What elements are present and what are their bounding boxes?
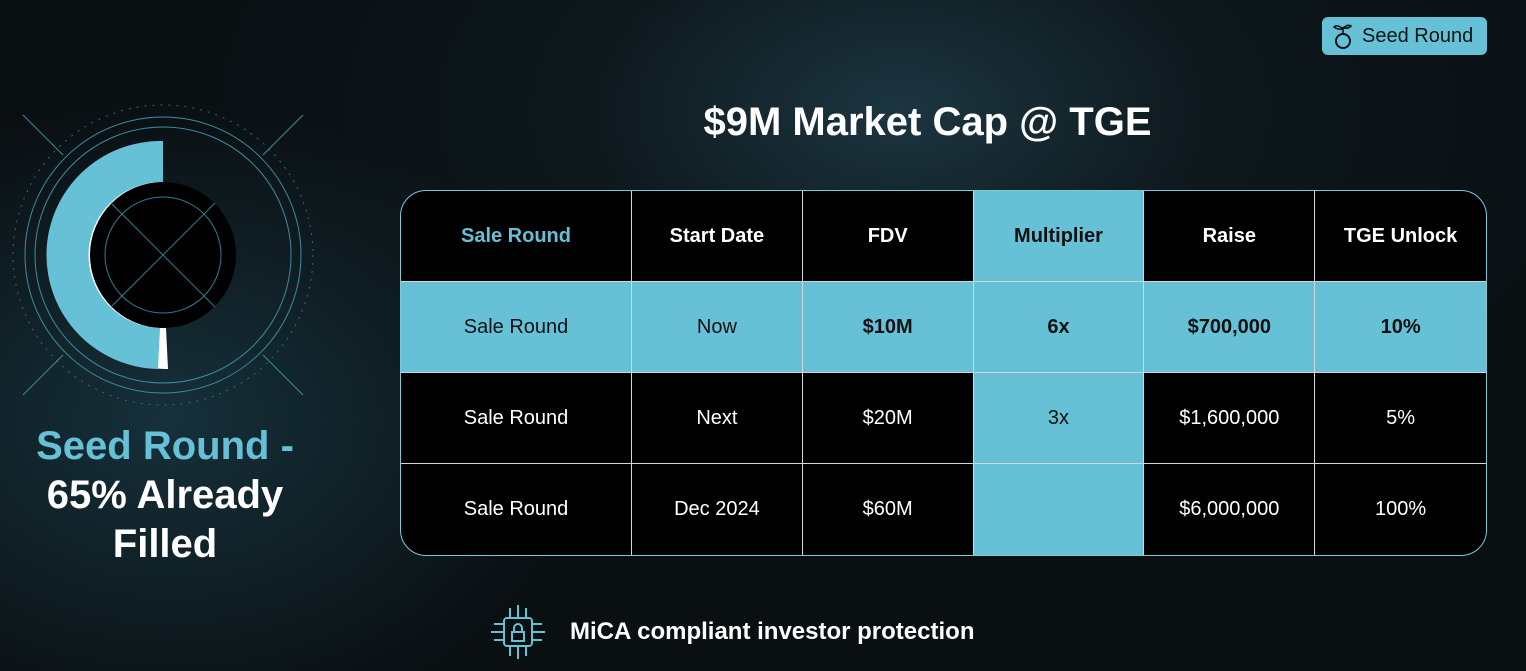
table-header: TGE Unlock	[1315, 191, 1486, 282]
dial	[12, 104, 314, 406]
table-cell: $10M	[802, 282, 974, 373]
table-header: Sale Round	[401, 191, 632, 282]
table-cell: $700,000	[1144, 282, 1316, 373]
table-cell: Sale Round	[401, 373, 632, 464]
badge-label: Seed Round	[1362, 24, 1474, 47]
table-cell: Sale Round	[401, 464, 632, 555]
table-cell: 5%	[1315, 373, 1486, 464]
table-cell: $1,600,000	[1144, 373, 1316, 464]
table-cell: Sale Round	[401, 282, 632, 373]
table-cell: 10%	[1315, 282, 1486, 373]
table-cell: $6,000,000	[1144, 464, 1316, 555]
table-cell: Now	[632, 282, 803, 373]
footer: MiCA compliant investor protection	[488, 602, 974, 662]
footer-icon	[491, 605, 545, 659]
table-cell: 100%	[1375, 498, 1427, 520]
progress-dial	[12, 104, 314, 406]
round-badge[interactable]: Seed Round	[1322, 17, 1487, 55]
table-cell	[973, 464, 1145, 555]
footer-text: MiCA compliant investor protection	[570, 618, 975, 645]
table-cell: Next	[632, 373, 803, 464]
badge-icon	[1332, 24, 1353, 49]
table-cell: $20M	[802, 373, 974, 464]
table-header: Raise	[1144, 191, 1316, 282]
table-cell: 3x	[973, 373, 1145, 464]
table-cell: Dec 2024	[632, 464, 803, 555]
sale-table: Sale Round Start Date FDV Multiplier Raise TG…	[400, 190, 1487, 556]
heading: $9M Market Cap @ TGE	[703, 100, 1152, 144]
table-header: Start Date	[632, 191, 803, 282]
table-header: Multiplier	[973, 191, 1145, 282]
table-cell: 6x	[973, 282, 1145, 373]
table-cell: $60M	[803, 464, 974, 555]
progress-text: Seed Round - 65% Already Filled	[20, 422, 310, 569]
table-header: FDV	[802, 191, 974, 282]
progress-subtitle: 65% Already Filled	[46, 473, 284, 566]
progress-title: Seed Round -	[36, 424, 294, 468]
